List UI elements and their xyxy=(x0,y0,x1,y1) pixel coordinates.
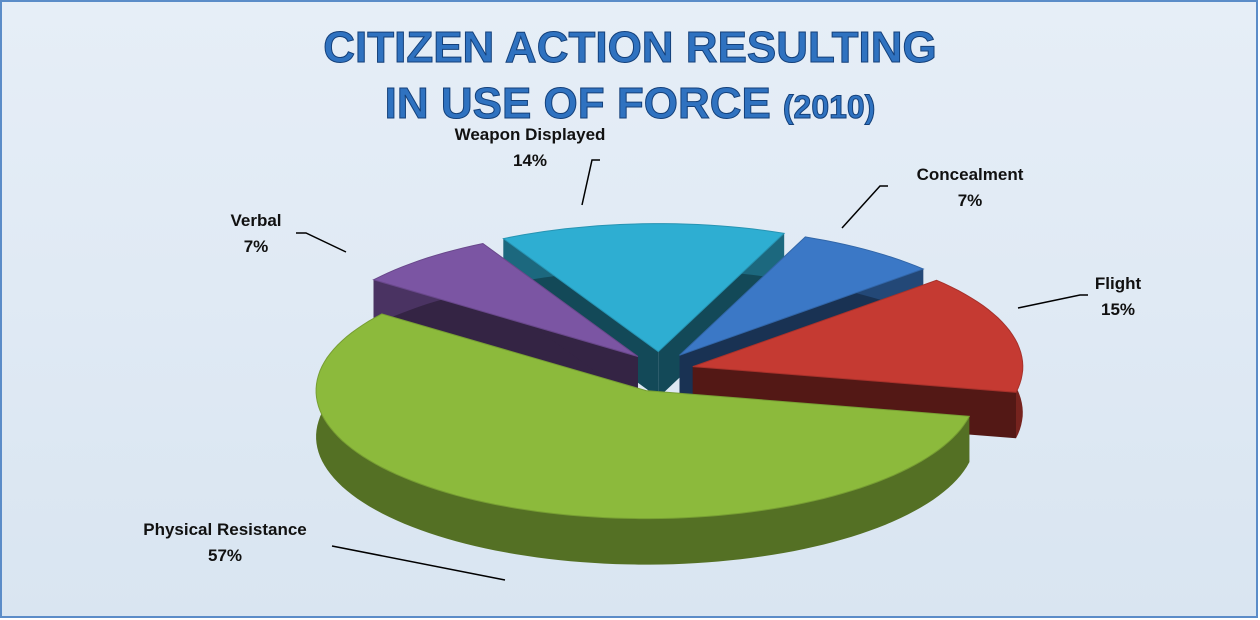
slice xyxy=(692,279,1024,393)
slice xyxy=(372,242,639,403)
leader-line xyxy=(1017,294,1088,309)
leader-line xyxy=(296,232,347,253)
leader-line xyxy=(841,185,888,229)
value-label: 15% xyxy=(1101,300,1135,319)
category-label: Weapon Displayed xyxy=(455,125,606,144)
value-label: 7% xyxy=(958,191,983,210)
category-label: Verbal xyxy=(230,211,281,230)
value-label: 57% xyxy=(208,546,242,565)
slice xyxy=(679,236,925,356)
leader-line xyxy=(331,545,506,581)
category-label: Flight xyxy=(1095,274,1142,293)
chart-title: IN USE OF FORCE (2010) xyxy=(385,79,876,128)
slice xyxy=(372,242,639,357)
leader-line xyxy=(581,159,600,206)
slice-edge xyxy=(316,313,970,565)
slice xyxy=(502,223,786,353)
chart-title-year: (2010) xyxy=(783,89,876,125)
chart-title: CITIZEN ACTION RESULTING xyxy=(323,23,937,72)
chart-title-line: IN USE OF FORCE xyxy=(385,79,771,128)
value-label: 7% xyxy=(244,237,269,256)
slice xyxy=(315,313,971,565)
category-label: Concealment xyxy=(917,165,1024,184)
slice xyxy=(315,313,971,520)
value-label: 14% xyxy=(513,151,547,170)
category-label: Physical Resistance xyxy=(143,520,306,539)
